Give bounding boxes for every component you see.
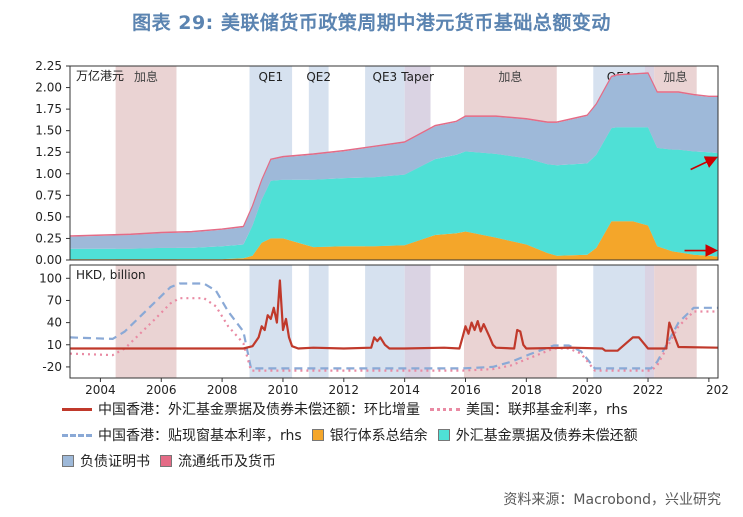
xtick-label-8: 2020 [572, 383, 603, 397]
legend-row-3: 负债证明书 流通纸币及货币 [62, 448, 722, 474]
top-unit-label: 万亿港元 [76, 68, 124, 83]
line-us-fed-rate [69, 297, 718, 372]
legend-item-mom: 中国香港：外汇基金票据及债券未偿还额：环比增量 [62, 399, 420, 419]
band-label-0: 加息 [134, 69, 158, 84]
currency-outline [69, 72, 718, 237]
legend: 中国香港：外汇基金票据及债券未偿还额：环比增量 美国：联邦基金利率，rhs 中国… [62, 396, 722, 474]
source-note: 资料来源：Macrobond，兴业研究 [503, 492, 721, 508]
top-ytick-label-5: 1.25 [35, 145, 62, 159]
top-ytick-label-3: 0.75 [35, 188, 62, 202]
xtick-label-6: 2016 [450, 383, 481, 397]
band-label-4: Taper [400, 70, 434, 84]
bottom-ytick-label-1: 10 [47, 338, 62, 352]
xtick-label-9: 2022 [633, 383, 664, 397]
band-bottom-6 [593, 265, 645, 378]
band-bottom-4 [404, 265, 431, 378]
legend-row-1: 中国香港：外汇基金票据及债券未偿还额：环比增量 美国：联邦基金利率，rhs [62, 396, 722, 422]
bottom-plot-frame [69, 264, 719, 379]
xtick-label-5: 2014 [389, 383, 420, 397]
chart-canvas: 加息QE1QE2QE3Taper加息QE4加息0.000.250.500.751… [35, 59, 729, 397]
legend-item-currency: 流通纸币及货币 [160, 451, 276, 471]
line-mom-change [70, 279, 719, 352]
bottom-unit-label: HKD, billion [76, 268, 146, 282]
area-exchange-fund [70, 127, 718, 260]
top-ytick-label-2: 0.50 [35, 210, 62, 224]
legend-swatch-us-rate [430, 407, 460, 411]
legend-item-exchange-fund: 外汇基金票据及债券未偿还额 [437, 425, 638, 445]
legend-swatch-exchange-fund [437, 429, 450, 441]
legend-label-hk-rate: 中国香港：贴现窗基本利率，rhs [98, 428, 302, 444]
top-ytick-label-9: 2.25 [35, 59, 62, 73]
bottom-ytick-label-2: 40 [47, 316, 62, 330]
legend-swatch-liabilities [62, 455, 74, 467]
legend-label-exchange-fund: 外汇基金票据及债券未偿还额 [455, 428, 638, 444]
xtick-label-4: 2012 [329, 383, 360, 397]
legend-item-liabilities: 负债证明书 [62, 451, 150, 471]
top-ytick-label-4: 1.00 [35, 167, 62, 181]
legend-label-mom: 中国香港：外汇基金票据及债券未偿还额：环比增量 [98, 402, 420, 418]
legend-label-bank: 银行体系总结余 [329, 428, 428, 444]
bottom-ytick-label-3: 70 [47, 293, 62, 307]
band-bottom-2 [308, 265, 329, 378]
area-bank-balance [70, 221, 718, 260]
legend-item-us-rate: 美国：联邦基金利率，rhs [430, 399, 628, 419]
band-bottom-3 [365, 265, 405, 378]
top-ytick-label-6: 1.50 [35, 124, 62, 138]
legend-item-hk-rate: 中国香港：贴现窗基本利率，rhs [62, 425, 302, 445]
figure-title: 图表 29: 美联储货币政策周期中港元货币基础总额变动 [132, 12, 611, 34]
legend-swatch-bank [311, 429, 324, 441]
legend-label-us-rate: 美国：联邦基金利率，rhs [466, 402, 628, 418]
top-ytick-label-0: 0.00 [35, 253, 62, 267]
legend-swatch-mom [62, 407, 92, 411]
line-hk-base-rate [69, 282, 718, 370]
band-label-1: QE1 [258, 70, 283, 84]
xtick-label-7: 2018 [511, 383, 542, 397]
xtick-label-2: 2008 [207, 383, 238, 397]
band-label-3: QE3 [373, 70, 398, 84]
legend-label-liabilities: 负债证明书 [80, 454, 150, 470]
band-label-2: QE2 [306, 70, 331, 84]
xtick-label-0: 2004 [85, 383, 116, 397]
xtick-label-10: 202 [706, 383, 729, 397]
legend-swatch-hk-rate [62, 433, 92, 437]
annotation-arrow-0 [690, 156, 718, 171]
xtick-label-1: 2006 [146, 383, 177, 397]
xtick-label-3: 2010 [268, 383, 299, 397]
bottom-ytick-label-4: 100 [39, 271, 62, 285]
band-bottom-7 [644, 265, 655, 378]
legend-swatch-currency [160, 455, 172, 467]
legend-row-2: 中国香港：贴现窗基本利率，rhs 银行体系总结余 外汇基金票据及债券未偿还额 [62, 422, 722, 448]
band-label-8: 加息 [663, 69, 687, 84]
band-bottom-5 [463, 265, 557, 378]
top-ytick-label-8: 2.00 [35, 81, 62, 95]
legend-label-currency: 流通纸币及货币 [178, 454, 276, 470]
top-ytick-label-1: 0.25 [35, 231, 62, 245]
top-plot-frame [69, 65, 719, 261]
bottom-ytick-label-0: -20 [42, 360, 62, 374]
band-top-0 [115, 66, 177, 260]
legend-item-bank: 银行体系总结余 [311, 425, 428, 445]
band-bottom-0 [115, 265, 177, 378]
band-label-5: 加息 [498, 69, 522, 84]
band-bottom-8 [654, 265, 697, 378]
area-liabilities [70, 73, 718, 249]
top-ytick-label-7: 1.75 [35, 102, 62, 116]
